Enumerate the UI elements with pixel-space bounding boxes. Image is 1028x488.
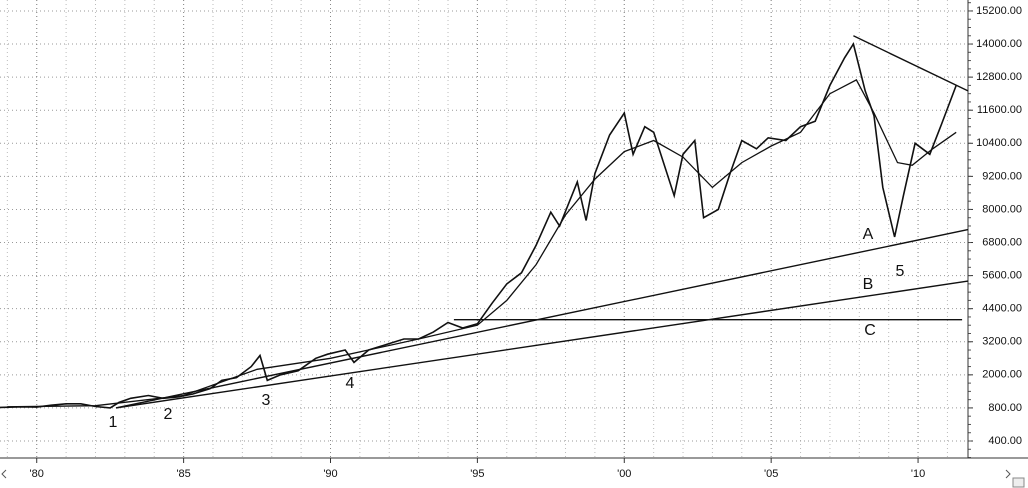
y-tick-label: 6800.00	[982, 236, 1022, 248]
trend-line	[115, 228, 969, 409]
trend-line	[853, 35, 969, 92]
annotation: A	[863, 226, 874, 243]
annotation: 5	[896, 263, 905, 280]
y-tick-label: 12800.00	[976, 71, 1022, 83]
y-tick-label: 400.00	[988, 435, 1022, 447]
annotation: 4	[346, 375, 355, 392]
price-line	[0, 42, 957, 409]
annotation: 1	[109, 414, 118, 431]
x-tick-label: '85	[176, 468, 190, 480]
scroll-box	[1012, 477, 1025, 488]
y-tick-label: 11600.00	[977, 104, 1022, 116]
y-tick-label: 800.00	[988, 402, 1022, 414]
x-tick-label: '80	[30, 468, 44, 480]
annotation: B	[863, 276, 874, 293]
x-tick-label: '10	[911, 468, 925, 480]
x-tick-label: '95	[470, 468, 484, 480]
scroll-left	[1, 469, 7, 479]
annotation: C	[864, 322, 876, 339]
y-tick-label: 8000.00	[982, 203, 1022, 215]
annotation: 3	[262, 392, 271, 409]
y-tick-label: 2000.00	[982, 369, 1022, 381]
y-tick-label: 3200.00	[982, 336, 1022, 348]
y-tick-label: 14000.00	[976, 38, 1022, 50]
y-tick-label: 15200.00	[976, 5, 1022, 17]
annotation: 2	[164, 406, 173, 423]
y-tick-label: 9200.00	[982, 170, 1022, 182]
scroll-right	[1005, 469, 1011, 479]
moving-average-line	[7, 79, 957, 408]
trend-line	[115, 280, 969, 409]
y-tick-label: 10400.00	[976, 137, 1022, 149]
x-tick-label: '05	[764, 468, 778, 480]
x-tick-label: '90	[323, 468, 337, 480]
y-tick-label: 4400.00	[982, 303, 1022, 315]
x-tick-label: '00	[617, 468, 631, 480]
y-tick-label: 5600.00	[982, 270, 1022, 282]
plot-area	[0, 0, 968, 458]
